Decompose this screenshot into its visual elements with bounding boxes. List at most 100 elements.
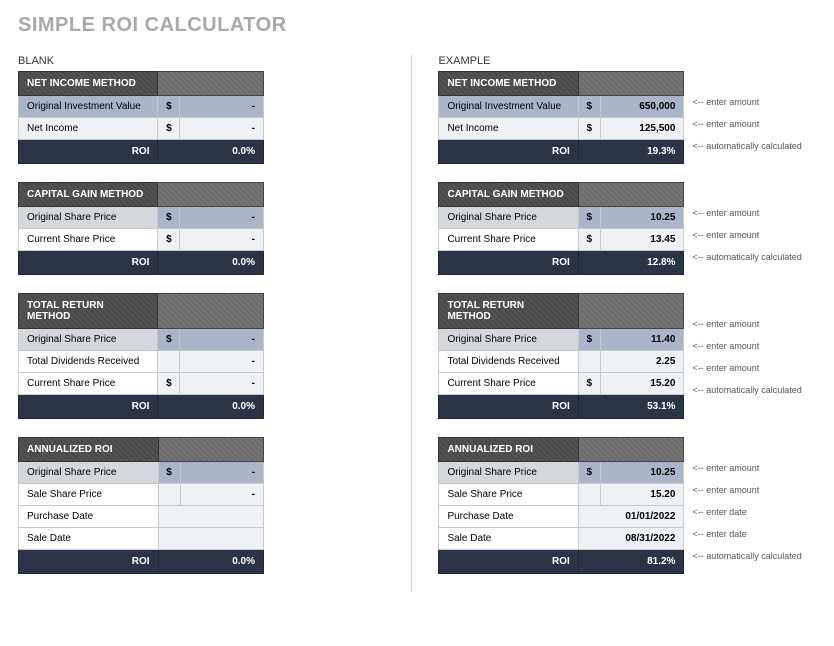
sym: $ (158, 229, 180, 251)
val-sale-share[interactable]: - (180, 484, 264, 506)
hint-date: <-- enter date (692, 529, 746, 539)
header-capital-gain: CAPITAL GAIN METHOD (19, 183, 158, 207)
sym (578, 484, 600, 506)
label-net-income: Net Income (19, 118, 158, 140)
label-curr-share: Current Share Price (19, 229, 158, 251)
block-net-income-blank: NET INCOME METHOD Original Investment Va… (18, 71, 375, 164)
val-roi: 19.3% (578, 140, 684, 164)
sym: $ (578, 96, 600, 118)
label-roi: ROI (19, 140, 158, 164)
label-orig-invest: Original Investment Value (439, 96, 578, 118)
val-roi: 0.0% (158, 140, 264, 164)
block-capital-gain-example: CAPITAL GAIN METHOD Original Share Price… (438, 182, 816, 275)
sym: $ (158, 96, 180, 118)
header-annualized: ANNUALIZED ROI (19, 438, 159, 462)
label-orig-share: Original Share Price (19, 207, 158, 229)
label-roi: ROI (439, 550, 578, 574)
hint-auto: <-- automatically calculated (692, 551, 801, 561)
block-net-income-example: NET INCOME METHOD Original Investment Va… (438, 71, 816, 164)
val-orig-share[interactable]: 10.25 (600, 207, 684, 229)
val-net-income[interactable]: - (180, 118, 264, 140)
label-sale-share: Sale Share Price (439, 484, 578, 506)
val-sale-date[interactable]: 08/31/2022 (578, 528, 684, 550)
val-tot-div[interactable]: 2.25 (600, 351, 684, 373)
sym: $ (578, 462, 600, 484)
label-roi: ROI (19, 550, 159, 574)
val-orig-share[interactable]: - (180, 462, 264, 484)
val-purch-date[interactable] (158, 506, 263, 528)
sym (578, 351, 600, 373)
label-orig-share: Original Share Price (439, 329, 578, 351)
val-orig-share[interactable]: - (180, 329, 264, 351)
sym: $ (158, 329, 180, 351)
label-roi: ROI (439, 140, 578, 164)
sym: $ (158, 118, 180, 140)
label-tot-div: Total Dividends Received (439, 351, 578, 373)
label-curr-share: Current Share Price (19, 373, 158, 395)
val-net-income[interactable]: 125,500 (600, 118, 684, 140)
val-purch-date[interactable]: 01/01/2022 (578, 506, 684, 528)
hint-amount: <-- enter amount (692, 341, 759, 351)
sym (158, 351, 180, 373)
sym: $ (158, 373, 180, 395)
block-capital-gain-blank: CAPITAL GAIN METHOD Original Share Price… (18, 182, 375, 275)
val-orig-share[interactable]: 10.25 (600, 462, 684, 484)
sym: $ (158, 462, 180, 484)
header-total-return: TOTAL RETURN METHOD (19, 294, 158, 329)
label-curr-share: Current Share Price (439, 229, 578, 251)
column-title-example: EXAMPLE (438, 55, 816, 67)
label-net-income: Net Income (439, 118, 578, 140)
val-roi: 0.0% (158, 251, 264, 275)
val-orig-share[interactable]: - (180, 207, 264, 229)
val-sale-date[interactable] (158, 528, 263, 550)
label-purch-date: Purchase Date (19, 506, 159, 528)
label-orig-share: Original Share Price (19, 462, 159, 484)
val-curr-share[interactable]: - (180, 373, 264, 395)
val-roi: 53.1% (578, 395, 684, 419)
header-capital-gain: CAPITAL GAIN METHOD (439, 183, 578, 207)
hint-amount: <-- enter amount (692, 319, 759, 329)
label-roi: ROI (19, 251, 158, 275)
val-curr-share[interactable]: 13.45 (600, 229, 684, 251)
label-roi: ROI (439, 251, 578, 275)
label-roi: ROI (439, 395, 578, 419)
sym: $ (578, 229, 600, 251)
val-tot-div[interactable]: - (180, 351, 264, 373)
hint-auto: <-- automatically calculated (692, 252, 801, 262)
hint-amount: <-- enter amount (692, 119, 759, 129)
sym: $ (578, 373, 600, 395)
column-example: EXAMPLE NET INCOME METHOD Original Inves… (412, 55, 816, 592)
val-sale-share[interactable]: 15.20 (600, 484, 684, 506)
sym: $ (578, 329, 600, 351)
column-blank: BLANK NET INCOME METHOD Original Investm… (18, 55, 412, 592)
block-total-return-example: TOTAL RETURN METHOD Original Share Price… (438, 293, 816, 419)
sym: $ (158, 207, 180, 229)
val-roi: 12.8% (578, 251, 684, 275)
val-curr-share[interactable]: - (180, 229, 264, 251)
header-net-income: NET INCOME METHOD (19, 72, 158, 96)
label-orig-share: Original Share Price (19, 329, 158, 351)
val-roi: 0.0% (158, 550, 263, 574)
hint-amount: <-- enter amount (692, 208, 759, 218)
val-orig-invest[interactable]: 650,000 (600, 96, 684, 118)
label-curr-share: Current Share Price (439, 373, 578, 395)
val-curr-share[interactable]: 15.20 (600, 373, 684, 395)
val-roi: 0.0% (158, 395, 264, 419)
columns: BLANK NET INCOME METHOD Original Investm… (18, 55, 816, 592)
label-orig-share: Original Share Price (439, 462, 578, 484)
page-title: SIMPLE ROI CALCULATOR (18, 14, 816, 37)
sym (158, 484, 180, 506)
header-total-return: TOTAL RETURN METHOD (439, 294, 578, 329)
label-roi: ROI (19, 395, 158, 419)
label-orig-share: Original Share Price (439, 207, 578, 229)
hint-amount: <-- enter amount (692, 463, 759, 473)
hint-auto: <-- automatically calculated (692, 385, 801, 395)
block-annualized-blank: ANNUALIZED ROI Original Share Price $ - … (18, 437, 375, 574)
val-roi: 81.2% (578, 550, 684, 574)
block-annualized-example: ANNUALIZED ROI Original Share Price $ 10… (438, 437, 816, 574)
column-title-blank: BLANK (18, 55, 375, 67)
val-orig-invest[interactable]: - (180, 96, 264, 118)
hint-amount: <-- enter amount (692, 97, 759, 107)
val-orig-share[interactable]: 11.40 (600, 329, 684, 351)
block-total-return-blank: TOTAL RETURN METHOD Original Share Price… (18, 293, 375, 419)
